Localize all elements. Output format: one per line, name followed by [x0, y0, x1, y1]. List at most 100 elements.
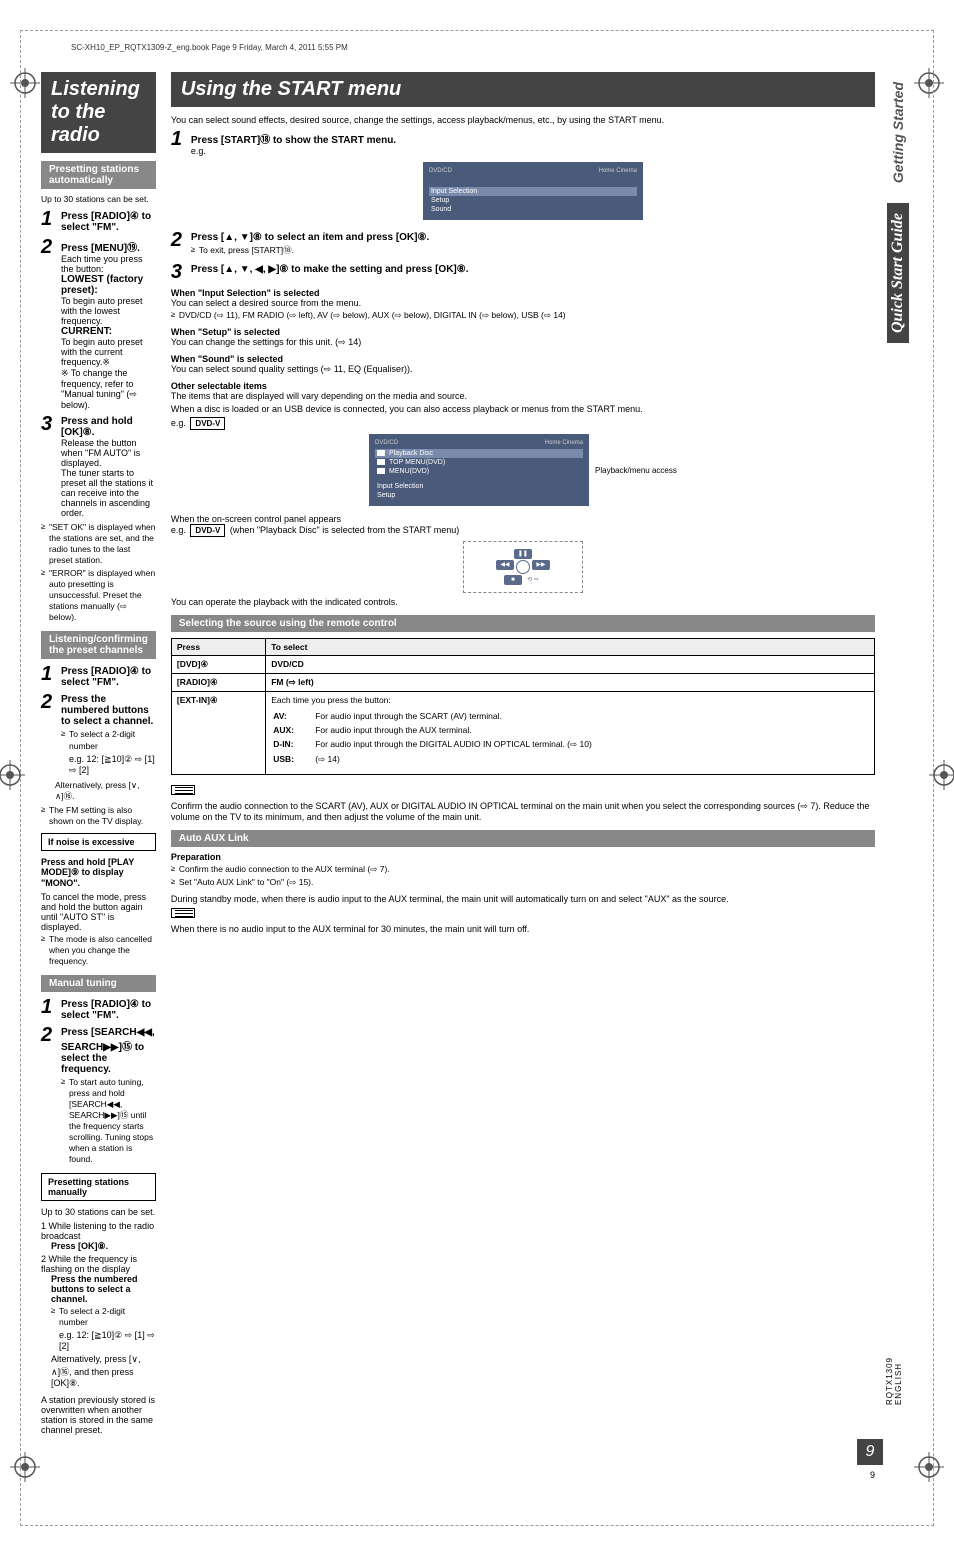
osd-row: TOP MENU(DVD) — [375, 458, 583, 467]
text: You can select a desired source from the… — [171, 298, 875, 308]
badge-dvdv: DVD-V — [190, 417, 225, 430]
source-table: PressTo select [DVD]④ DVD/CD [RADIO]④ FM (… — [171, 638, 875, 775]
callout: Playback/menu access — [595, 466, 677, 475]
text: Release the button when "FM AUTO" is dis… — [61, 438, 156, 468]
td: [RADIO]④ — [177, 677, 218, 687]
text: Each time you press the button: — [61, 254, 156, 274]
text: When there is no audio input to the AUX … — [171, 924, 875, 934]
heading: When "Input Selection" is selected — [171, 288, 320, 298]
text: The tuner starts to preset all the stati… — [61, 468, 156, 518]
osd-row: Playback Disc — [375, 449, 583, 458]
step-num: 2 — [41, 1025, 55, 1167]
heading: When "Setup" is selected — [171, 327, 280, 337]
text: To cancel the mode, press and hold the b… — [41, 892, 156, 932]
left-column: Listening to the radio Presetting statio… — [41, 72, 156, 1435]
step-num: 1 — [171, 129, 185, 226]
registration-mark-icon — [0, 760, 25, 796]
step-num: 2 — [41, 237, 55, 410]
text: (when "Playback Disc" is selected from t… — [230, 525, 459, 535]
step-num: 2 — [171, 230, 185, 258]
text: e.g. — [191, 146, 875, 156]
bar-listen: Listening/confirming the preset channels — [41, 631, 156, 659]
td: Each time you press the button: AV:For a… — [266, 692, 875, 775]
text: 1 — [41, 1221, 49, 1231]
step-text: Press and hold [OK]⑧. — [61, 416, 133, 438]
step-num: 1 — [41, 209, 55, 233]
text: Alternatively, press [∨, ∧]⑯. — [55, 780, 156, 802]
bullet: "ERROR" is displayed when auto presettin… — [41, 568, 156, 623]
bullet: Set "Auto AUX Link" to "On" (⇨ 15). — [171, 877, 875, 888]
text: During standby mode, when there is audio… — [171, 894, 875, 904]
step-num: 1 — [41, 664, 55, 688]
heading: Other selectable items — [171, 381, 267, 391]
title-left: Listening to the radio — [41, 72, 156, 153]
text: To begin auto preset with the current fr… — [61, 337, 156, 368]
tab-quick-start: Quick Start Guide — [887, 203, 909, 343]
right-column: Using the START menu You can select soun… — [171, 72, 875, 1435]
heading: When "Sound" is selected — [171, 354, 283, 364]
th: Press — [171, 639, 265, 656]
step-text: Press [RADIO]④ to select "FM". — [61, 666, 151, 688]
text: Confirm the audio connection to the SCAR… — [171, 801, 875, 822]
step-num: 3 — [41, 414, 55, 518]
text: e.g. — [171, 525, 186, 535]
step-text: Press [▲, ▼]⑧ to select an item and pres… — [191, 232, 429, 243]
text: LOWEST (factory preset): — [61, 274, 143, 296]
osd-header: Home Cinema — [545, 440, 583, 446]
osd-header: DVD/CD — [375, 440, 398, 446]
osd-row: MENU(DVD) — [375, 467, 583, 476]
page-frame: SC-XH10_EP_RQTX1309-Z_eng.book Page 9 Fr… — [20, 30, 934, 1526]
step-text: Press [RADIO]④ to select "FM". — [61, 211, 151, 233]
text: 2 — [41, 1254, 49, 1264]
text: When the on-screen control panel appears — [171, 514, 875, 524]
bullet: The mode is also cancelled when you chan… — [41, 934, 156, 967]
note-icon — [171, 785, 195, 795]
osd-row: Setup — [375, 491, 583, 500]
td: [EXT-IN]④ — [177, 695, 218, 705]
bar-auto-aux: Auto AUX Link — [171, 830, 875, 847]
text: e.g. 12: [≧10]② ⇨ [1] ⇨ [2] — [61, 754, 156, 776]
side-tabs: Getting Started Quick Start Guide — [883, 72, 913, 1435]
bullet: DVD/CD (⇨ 11), FM RADIO (⇨ left), AV (⇨ … — [171, 310, 875, 321]
osd-header: DVD/CD — [429, 168, 452, 174]
text: Up to 30 stations can be set. — [41, 1207, 156, 1217]
td: FM (⇨ left) — [271, 677, 314, 687]
bullet: To exit, press [START]⑱. — [191, 245, 875, 256]
header-path: SC-XH10_EP_RQTX1309-Z_eng.book Page 9 Fr… — [31, 41, 923, 62]
step-text: Press [RADIO]④ to select "FM". — [61, 999, 151, 1021]
registration-mark-icon — [929, 760, 954, 796]
step-num: 1 — [41, 997, 55, 1021]
osd-row: Input Selection — [375, 482, 583, 491]
text: When a disc is loaded or an USB device i… — [171, 404, 875, 414]
text: You can operate the playback with the in… — [171, 597, 875, 607]
step-text: Press [START]⑱ to show the START menu. — [191, 135, 396, 146]
td: DVD/CD — [271, 659, 304, 669]
text: The items that are displayed will vary d… — [171, 391, 875, 401]
step-text: Press [SEARCH◀◀, SEARCH▶▶]⑮ to select th… — [61, 1027, 155, 1075]
registration-mark-icon — [10, 1452, 40, 1488]
th: To select — [266, 639, 875, 656]
text: You can change the settings for this uni… — [171, 337, 875, 348]
osd-panel: DVD/CDHome Cinema Input Selection Setup … — [423, 162, 643, 220]
text: Press the numbered buttons to select a c… — [51, 1274, 138, 1304]
tab-getting-started: Getting Started — [888, 72, 908, 193]
td: [DVD]④ — [177, 659, 208, 669]
text: You can select sound quality settings (⇨… — [171, 364, 875, 375]
title-right: Using the START menu — [171, 72, 875, 107]
doc-code: RQTX1309 ENGLISH — [885, 1357, 903, 1405]
page-number: 9 — [857, 1439, 883, 1465]
text: e.g. 12: [≧10]② ⇨ [1] ⇨ [2] — [41, 1330, 156, 1351]
bar-manual: Manual tuning — [41, 975, 156, 992]
osd-row: Setup — [429, 196, 637, 205]
bar-select-source: Selecting the source using the remote co… — [171, 615, 875, 632]
bullet: The FM setting is also shown on the TV d… — [41, 805, 156, 827]
bullet: To start auto tuning, press and hold [SE… — [61, 1077, 156, 1165]
text: While the frequency is flashing on the d… — [41, 1254, 137, 1274]
bullet: Confirm the audio connection to the AUX … — [171, 864, 875, 875]
text: Press and hold [PLAY MODE]⑨ to display "… — [41, 857, 134, 888]
text: Up to 30 stations can be set. — [41, 194, 156, 205]
osd-panel: DVD/CD Home Cinema Playback Disc TOP MENU… — [369, 434, 589, 506]
text: Alternatively, press [∨, ∧]⑯, and then p… — [41, 1354, 156, 1389]
bar-preset-auto: Presetting stations automatically — [41, 161, 156, 189]
step-text: Press the numbered buttons to select a c… — [61, 694, 153, 727]
